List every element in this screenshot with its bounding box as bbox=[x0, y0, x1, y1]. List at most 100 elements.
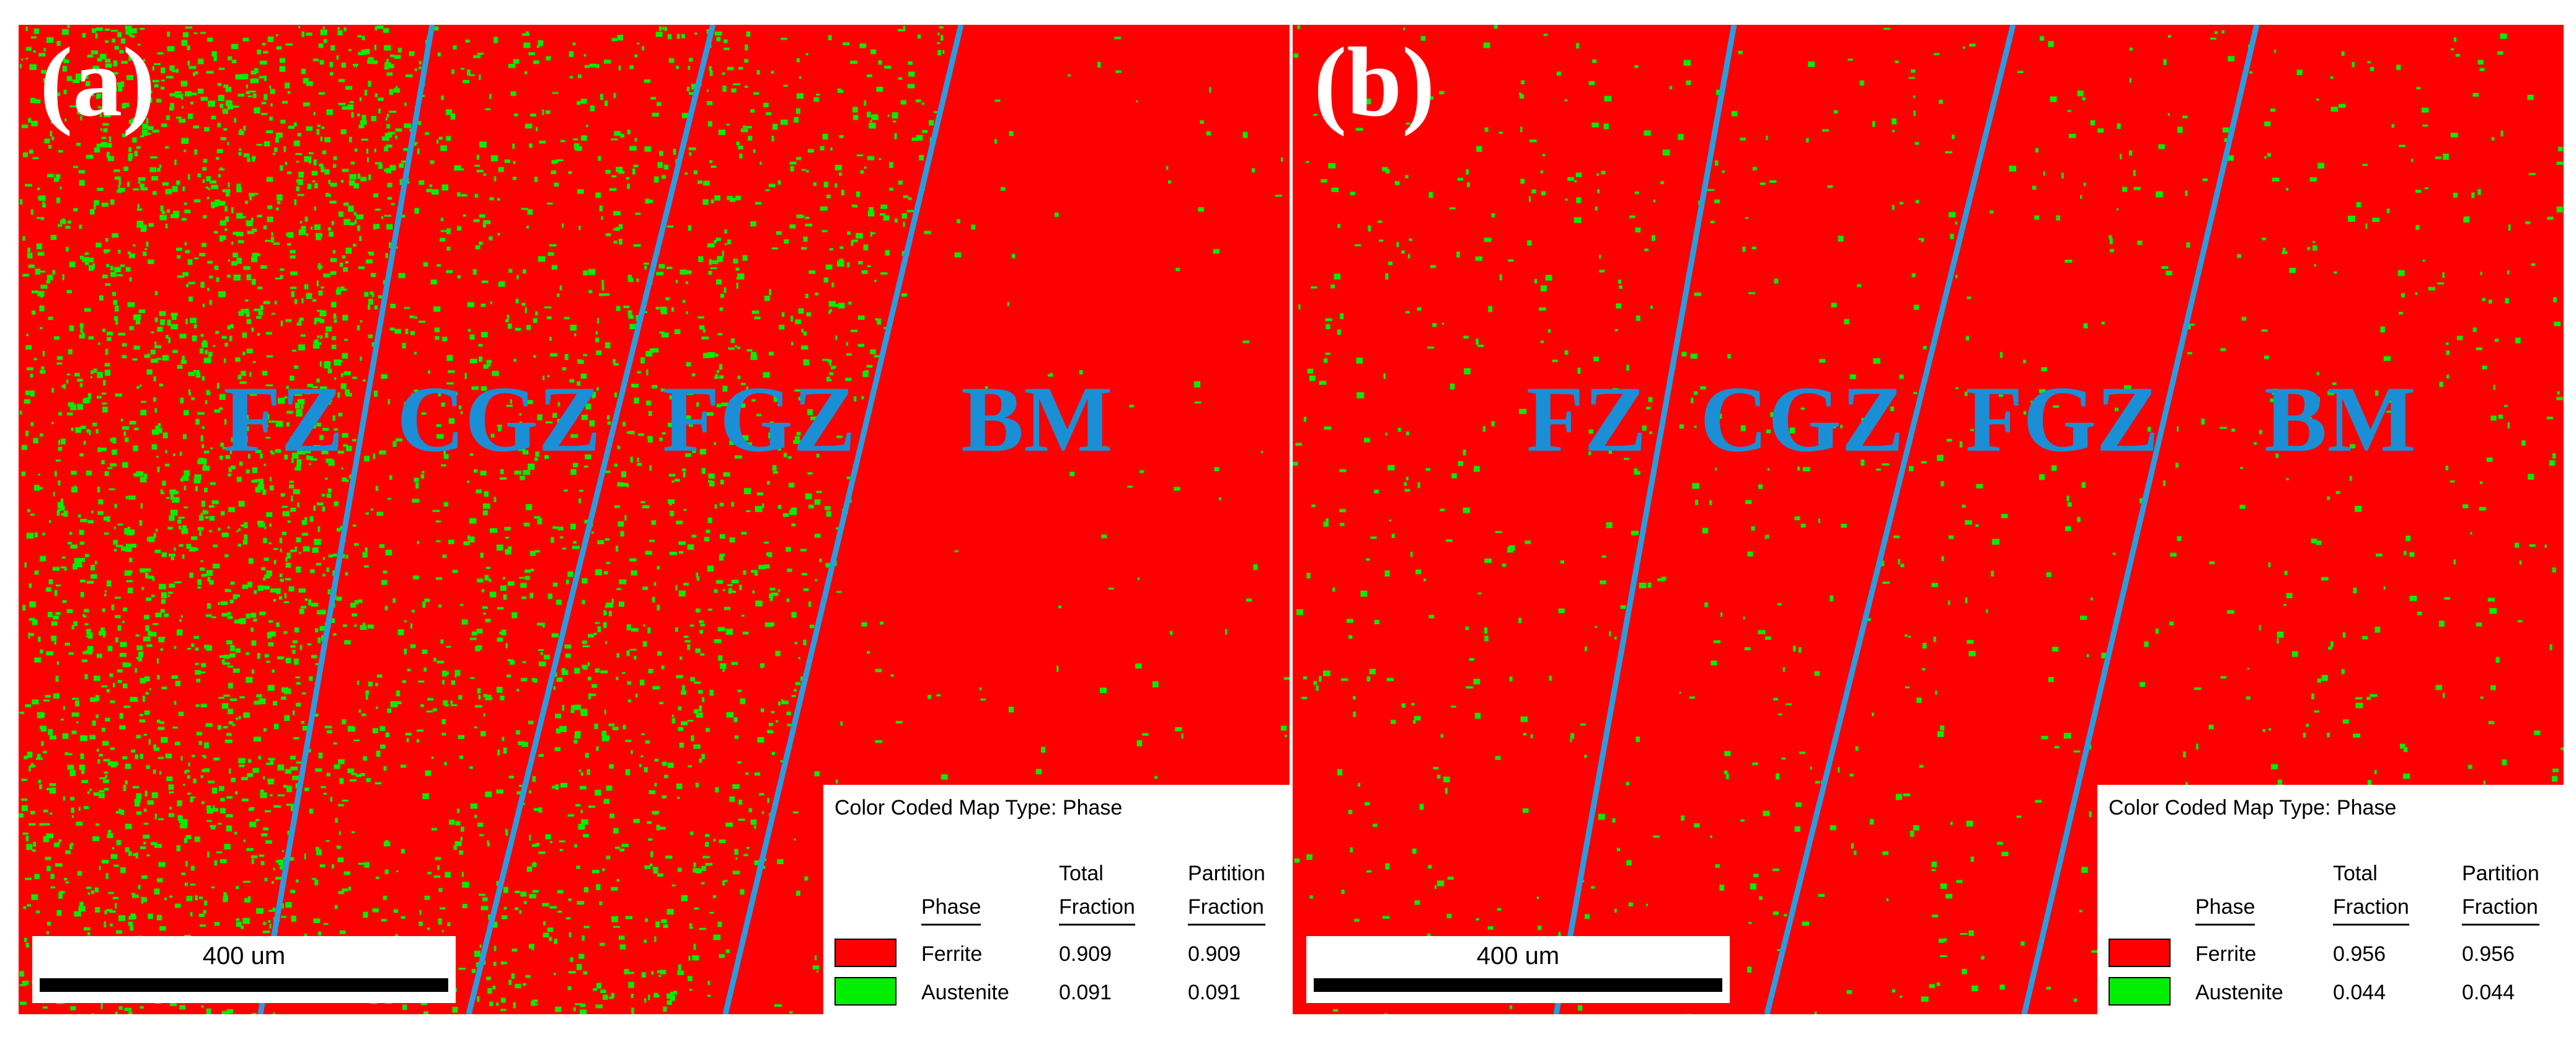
austenite-particle bbox=[431, 756, 434, 759]
austenite-particle bbox=[120, 867, 126, 873]
austenite-particle bbox=[30, 98, 37, 104]
austenite-particle bbox=[104, 771, 108, 774]
austenite-particle bbox=[634, 655, 637, 660]
austenite-particle bbox=[105, 58, 111, 63]
austenite-particle bbox=[218, 725, 222, 730]
austenite-particle bbox=[627, 130, 631, 135]
austenite-particle bbox=[414, 208, 419, 214]
austenite-particle bbox=[751, 310, 759, 314]
austenite-particle bbox=[1591, 122, 1599, 128]
austenite-particle bbox=[2080, 616, 2087, 620]
zone-boundary-line-3 bbox=[722, 25, 964, 1014]
austenite-particle bbox=[243, 712, 250, 718]
austenite-particle bbox=[115, 761, 118, 766]
austenite-particle bbox=[1799, 751, 1805, 754]
austenite-particle bbox=[378, 164, 383, 169]
austenite-particle bbox=[644, 262, 649, 265]
austenite-particle bbox=[384, 133, 392, 138]
austenite-particle bbox=[789, 161, 797, 165]
austenite-particle bbox=[202, 304, 205, 307]
austenite-particle bbox=[2332, 382, 2337, 386]
austenite-particle bbox=[420, 704, 424, 707]
austenite-particle bbox=[25, 942, 29, 948]
austenite-particle bbox=[193, 778, 197, 784]
austenite-particle bbox=[2259, 430, 2262, 435]
austenite-particle bbox=[2446, 374, 2450, 379]
austenite-particle bbox=[1354, 919, 1360, 922]
austenite-particle bbox=[1325, 352, 1330, 355]
austenite-particle bbox=[154, 813, 157, 820]
austenite-particle bbox=[29, 823, 36, 826]
austenite-particle bbox=[339, 930, 346, 934]
austenite-particle bbox=[219, 456, 223, 460]
austenite-particle bbox=[207, 851, 210, 858]
austenite-particle bbox=[497, 425, 502, 427]
austenite-particle bbox=[802, 573, 807, 576]
austenite-particle bbox=[219, 407, 223, 410]
austenite-particle bbox=[228, 683, 233, 689]
austenite-particle bbox=[26, 334, 29, 337]
austenite-particle bbox=[1425, 468, 1431, 471]
austenite-particle bbox=[2170, 552, 2177, 557]
austenite-particle bbox=[306, 126, 313, 131]
austenite-particle bbox=[1574, 180, 1577, 183]
austenite-particle bbox=[599, 293, 606, 296]
austenite-particle bbox=[169, 515, 175, 521]
austenite-particle bbox=[2476, 622, 2482, 627]
austenite-particle bbox=[2334, 271, 2337, 274]
austenite-particle bbox=[1895, 794, 1903, 800]
austenite-particle bbox=[62, 733, 69, 739]
austenite-particle bbox=[609, 813, 614, 818]
austenite-particle bbox=[170, 494, 174, 500]
austenite-particle bbox=[731, 661, 738, 665]
austenite-particle bbox=[1724, 751, 1731, 756]
austenite-particle bbox=[311, 226, 313, 230]
austenite-particle bbox=[438, 136, 443, 140]
austenite-particle bbox=[734, 455, 742, 459]
austenite-particle bbox=[291, 440, 295, 447]
austenite-particle bbox=[346, 446, 352, 451]
austenite-particle bbox=[200, 348, 204, 354]
austenite-particle bbox=[1613, 407, 1620, 413]
austenite-particle bbox=[157, 878, 163, 883]
austenite-particle bbox=[161, 492, 165, 495]
austenite-particle bbox=[71, 487, 77, 493]
austenite-particle bbox=[575, 731, 581, 737]
austenite-particle bbox=[1385, 273, 1389, 280]
austenite-particle bbox=[37, 252, 45, 256]
austenite-particle bbox=[1334, 273, 1341, 280]
austenite-particle bbox=[1576, 43, 1580, 49]
austenite-particle bbox=[702, 697, 705, 702]
austenite-particle bbox=[582, 665, 587, 668]
austenite-particle bbox=[1509, 1005, 1513, 1009]
austenite-particle bbox=[1385, 432, 1388, 436]
austenite-particle bbox=[221, 335, 227, 339]
austenite-particle bbox=[343, 371, 351, 376]
austenite-particle bbox=[218, 293, 226, 298]
austenite-particle bbox=[529, 894, 536, 899]
austenite-particle bbox=[538, 754, 544, 757]
austenite-particle bbox=[807, 472, 813, 475]
austenite-particle bbox=[287, 243, 291, 246]
austenite-particle bbox=[726, 123, 730, 126]
austenite-particle bbox=[1297, 25, 1301, 29]
austenite-particle bbox=[750, 221, 756, 227]
austenite-particle bbox=[410, 330, 415, 335]
austenite-particle bbox=[26, 754, 32, 758]
austenite-particle bbox=[200, 924, 206, 927]
austenite-particle bbox=[738, 799, 743, 805]
austenite-particle bbox=[658, 264, 665, 269]
austenite-particle bbox=[643, 624, 645, 627]
austenite-particle bbox=[197, 412, 205, 415]
austenite-particle bbox=[144, 790, 148, 797]
austenite-particle bbox=[1715, 864, 1720, 868]
austenite-particle bbox=[292, 453, 299, 459]
austenite-particle bbox=[231, 45, 237, 49]
austenite-particle bbox=[184, 149, 187, 153]
austenite-particle bbox=[126, 580, 133, 583]
austenite-particle bbox=[130, 926, 134, 931]
austenite-particle bbox=[559, 285, 562, 291]
austenite-particle bbox=[1293, 53, 1299, 58]
austenite-particle bbox=[471, 413, 474, 415]
austenite-particle bbox=[854, 396, 857, 402]
